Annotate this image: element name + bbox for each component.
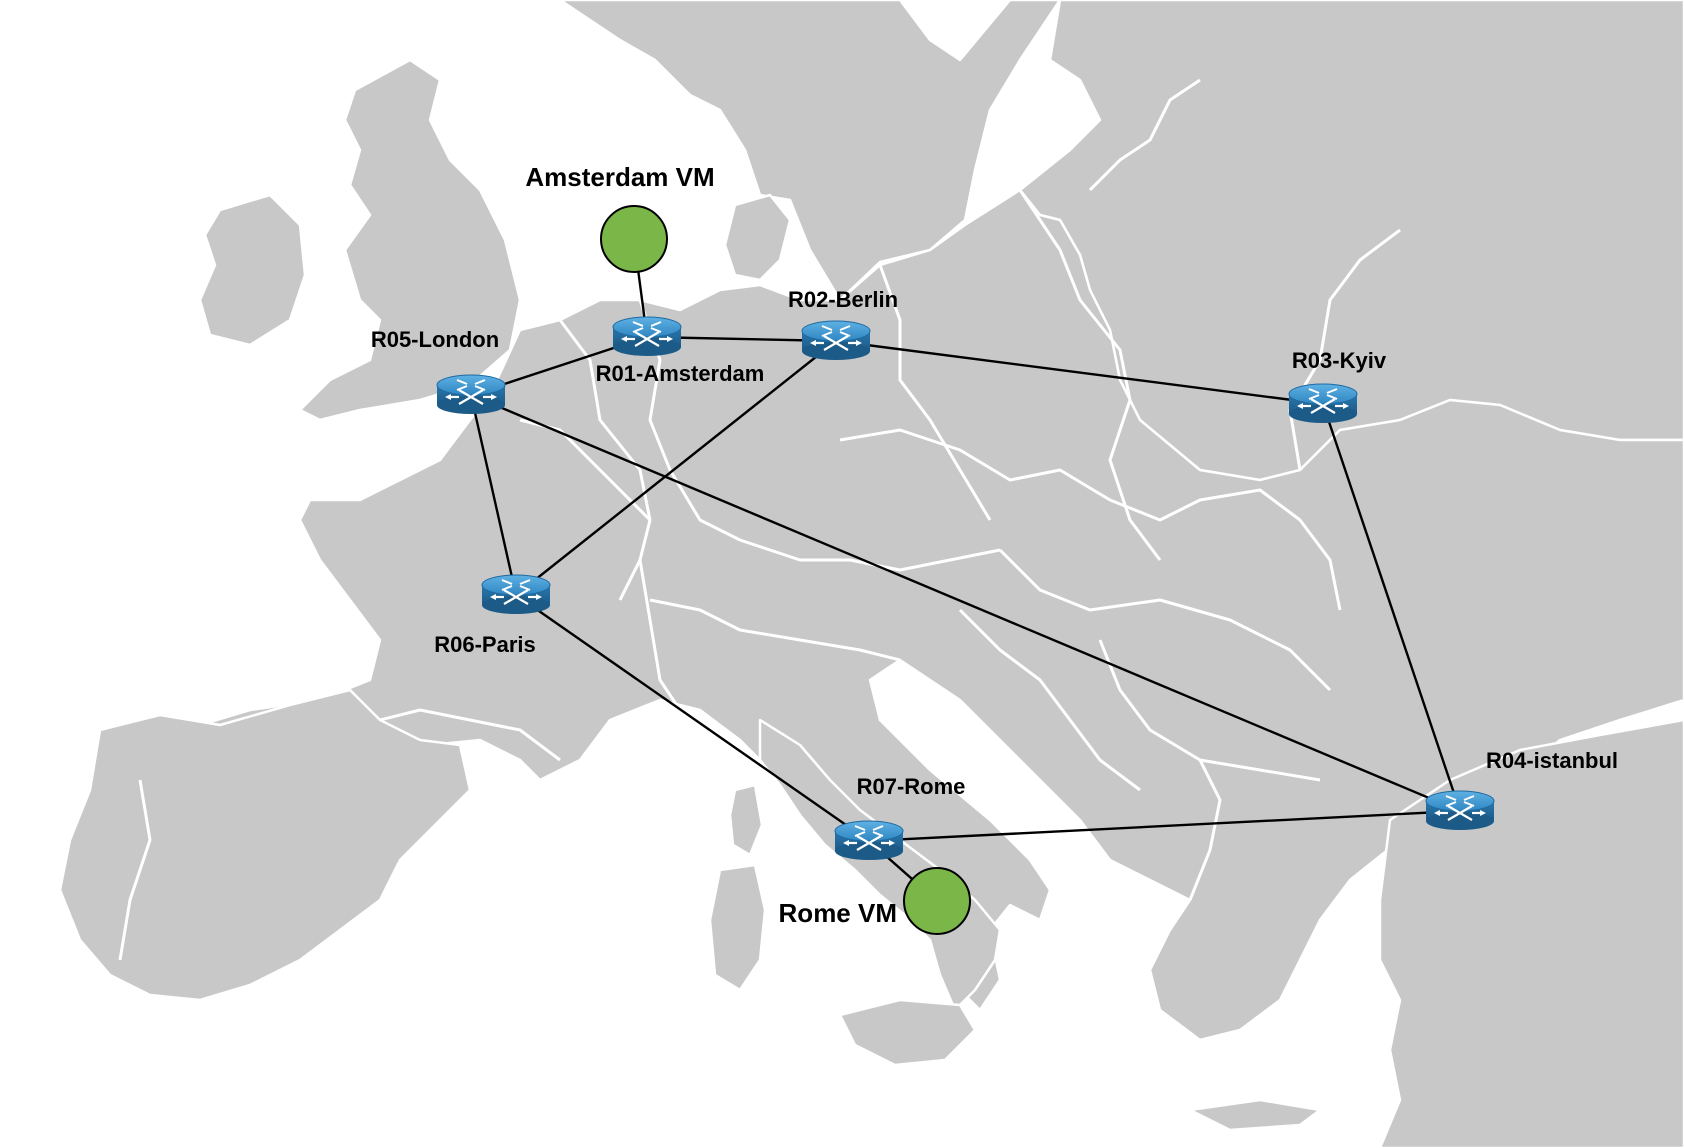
router-node-r06-paris[interactable]	[480, 573, 552, 616]
router-label-r05: R05-London	[371, 327, 499, 352]
router-node-r05-london[interactable]	[435, 373, 507, 416]
router-icon	[1287, 382, 1359, 425]
router-node-r01-amsterdam[interactable]	[611, 315, 683, 358]
link-r06-r07	[515, 594, 870, 842]
scandinavia-landmass	[558, 0, 1062, 302]
corsica-island	[728, 783, 764, 857]
router-label-r03: R03-Kyiv	[1292, 348, 1387, 373]
europe-map	[58, 0, 1684, 1148]
router-icon	[435, 373, 507, 416]
router-icon	[611, 315, 683, 358]
router-icon	[800, 319, 872, 362]
router-icon	[480, 573, 552, 616]
sardinia-island	[708, 863, 767, 992]
crete-island	[1188, 1098, 1322, 1132]
great-britain-landmass	[298, 58, 522, 422]
vm-circle-icon	[903, 867, 971, 935]
router-node-r02-berlin[interactable]	[800, 319, 872, 362]
iberian-peninsula	[58, 688, 472, 1002]
router-icon	[833, 819, 905, 862]
router-label-r06: R06-Paris	[434, 632, 536, 657]
sicily-island	[838, 998, 977, 1067]
vm-circle-icon	[600, 205, 668, 273]
vm-node-amsterdam[interactable]: Amsterdam VM	[525, 162, 715, 273]
router-label-r07: R07-Rome	[857, 774, 966, 799]
denmark-landmass	[723, 193, 792, 282]
vm-node-rome[interactable]: Rome VM	[779, 867, 971, 935]
vm-label-rome: Rome VM	[779, 898, 897, 928]
link-r03-r04	[1321, 403, 1462, 812]
link-r02-r06	[515, 340, 837, 596]
link-r07-r04	[868, 809, 1461, 843]
router-label-r04: R04-istanbul	[1486, 748, 1618, 773]
router-node-r04-istanbul[interactable]	[1424, 789, 1496, 832]
ireland-landmass	[198, 193, 307, 347]
router-node-r03-kyiv[interactable]	[1287, 382, 1359, 425]
link-r02-r03	[835, 339, 1324, 406]
link-r05-r04	[470, 393, 1461, 813]
country-borders	[118, 78, 1401, 961]
vm-label-amsterdam: Amsterdam VM	[525, 162, 714, 192]
router-node-r07-rome[interactable]	[833, 819, 905, 862]
router-icon	[1424, 789, 1496, 832]
link-r05-r06	[469, 394, 518, 596]
router-labels: R01-Amsterdam R02-Berlin R03-Kyiv R04-is…	[371, 287, 1618, 799]
router-label-r01: R01-Amsterdam	[596, 361, 765, 386]
router-label-r02: R02-Berlin	[788, 287, 898, 312]
virtual-machines: Amsterdam VM Rome VM	[525, 162, 971, 935]
